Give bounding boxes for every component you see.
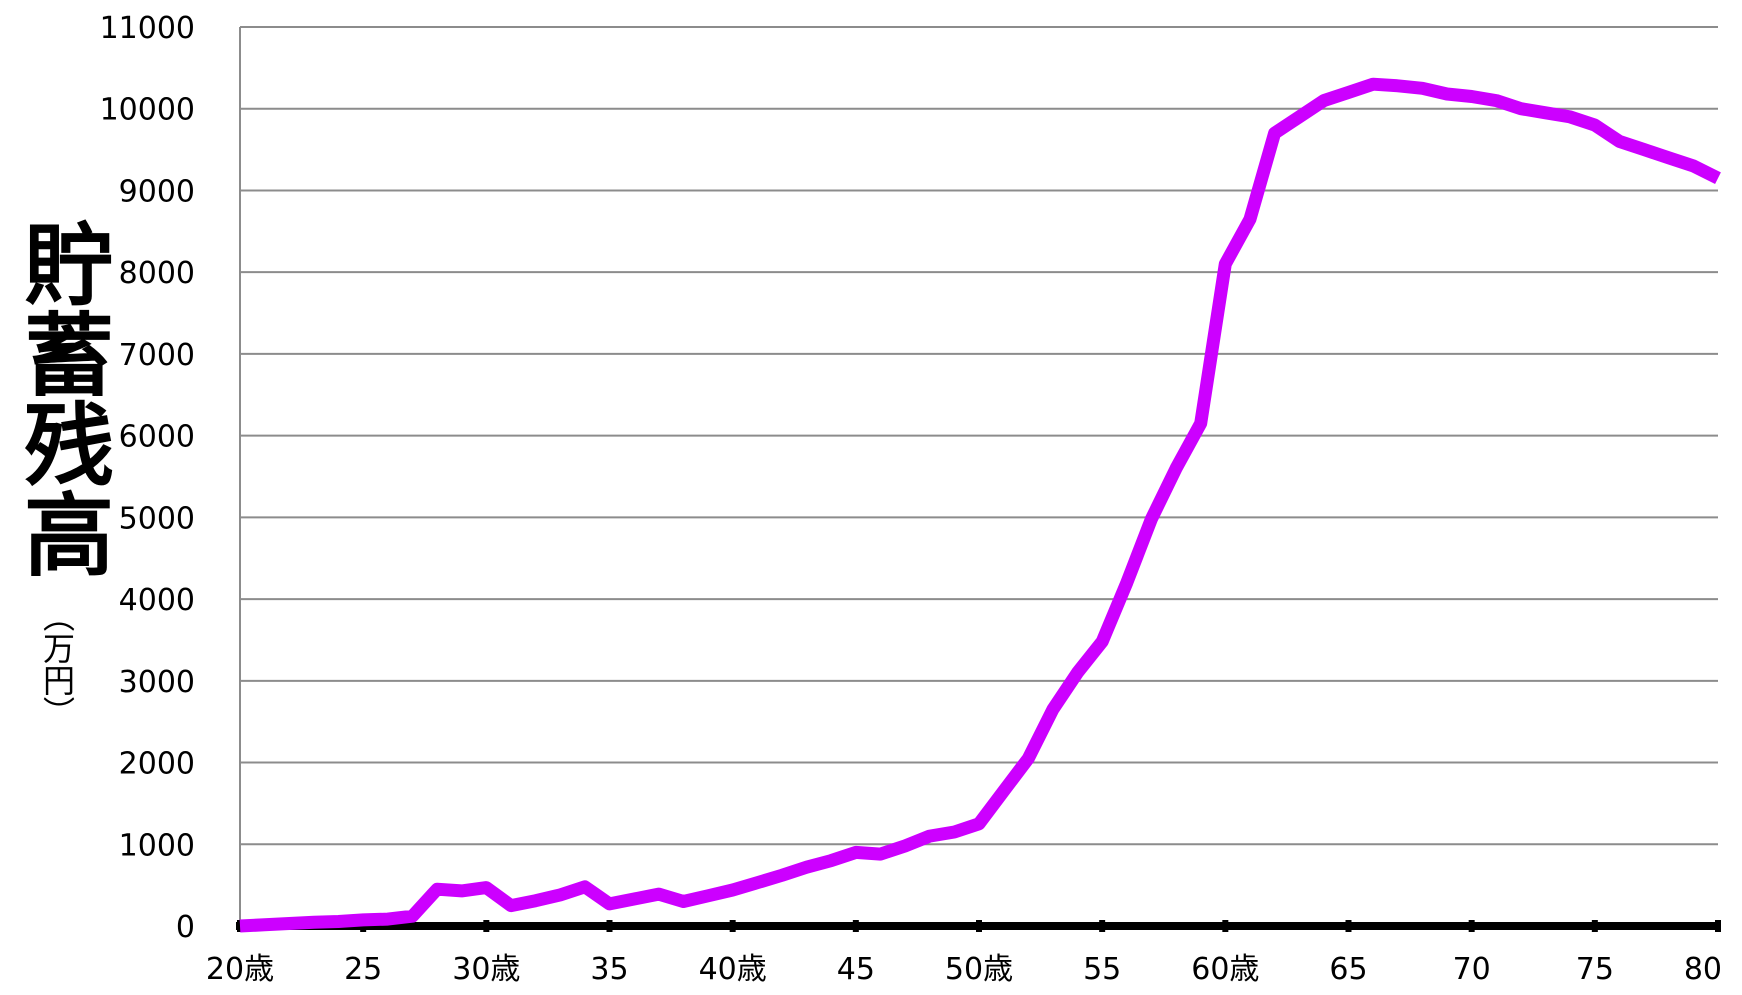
x-tick-label: 50歳 xyxy=(945,952,1013,987)
x-tick-label: 35 xyxy=(590,952,628,987)
x-tick-label: 70 xyxy=(1453,952,1491,987)
y-tick-label: 3000 xyxy=(119,665,195,700)
y-tick-label: 8000 xyxy=(119,256,195,291)
x-tick-label: 75 xyxy=(1576,952,1614,987)
x-tick-label: 30歳 xyxy=(452,952,520,987)
y-tick-label: 11000 xyxy=(100,11,195,46)
y-tick-label: 4000 xyxy=(119,583,195,618)
y-tick-label: 7000 xyxy=(119,338,195,373)
x-tick-label: 20歳 xyxy=(206,952,274,987)
x-tick-label: 65 xyxy=(1329,952,1367,987)
y-axis-unit: （万円） xyxy=(38,600,76,728)
gridlines xyxy=(240,26,1718,846)
x-tick-label: 60歳 xyxy=(1191,952,1259,987)
y-axis-tick-labels: 0 1000 2000 3000 4000 5000 6000 7000 8000 9000 100… xyxy=(100,11,195,945)
y-axis-title: 貯蓄残高 xyxy=(8,218,113,578)
series-layer xyxy=(239,77,1721,933)
y-tick-label: 10000 xyxy=(100,93,195,128)
x-tick-label: 80 xyxy=(1684,952,1722,987)
series-line-savings xyxy=(239,77,1721,933)
x-tick-label: 45 xyxy=(837,952,875,987)
y-tick-label: 0 xyxy=(176,910,195,945)
y-tick-label: 5000 xyxy=(119,501,195,536)
y-tick-label: 9000 xyxy=(119,174,195,209)
y-tick-label: 6000 xyxy=(119,420,195,455)
x-axis-tick-labels: 20歳 25 30歳 35 40歳 45 50歳 55 60歳 65 70 75 80 xyxy=(206,952,1722,987)
x-tick-label: 55 xyxy=(1083,952,1121,987)
x-tick-label: 40歳 xyxy=(699,952,767,987)
y-tick-label: 1000 xyxy=(119,828,195,863)
y-tick-label: 2000 xyxy=(119,747,195,782)
x-tick-label: 25 xyxy=(344,952,382,987)
axes xyxy=(236,27,1721,932)
